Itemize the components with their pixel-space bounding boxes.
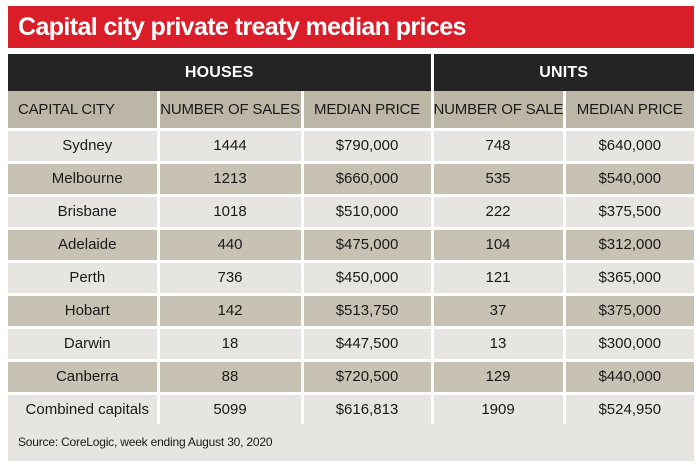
units-sales-cell: 1909	[432, 393, 566, 428]
units-sales-cell: 129	[432, 360, 566, 395]
units-sales-cell: 748	[432, 129, 566, 164]
houses-sales-cell: 88	[158, 360, 304, 395]
column-header-houses-median: MEDIAN PRICE	[302, 91, 434, 131]
units-sales-cell: 37	[432, 294, 566, 329]
houses-median-cell: $510,000	[302, 195, 434, 230]
units-sales-cell: 121	[432, 261, 566, 296]
units-median-cell: $540,000	[564, 162, 695, 197]
city-cell: Perth	[8, 261, 160, 296]
houses-median-cell: $720,500	[302, 360, 434, 395]
table-row: Sydney 1444 $790,000 748 $640,000	[8, 129, 695, 164]
table-row: Darwin 18 $447,500 13 $300,000	[8, 327, 695, 362]
units-median-cell: $440,000	[564, 360, 695, 395]
table-body: Sydney 1444 $790,000 748 $640,000 Melbourne 12…	[8, 129, 695, 428]
group-header-houses: HOUSES	[8, 54, 434, 91]
units-sales-cell: 104	[432, 228, 566, 263]
city-cell: Adelaide	[8, 228, 160, 263]
units-sales-cell: 13	[432, 327, 566, 362]
city-cell: Combined capitals	[8, 393, 160, 428]
column-group-row: HOUSES UNITS	[8, 54, 695, 91]
city-cell: Darwin	[8, 327, 160, 362]
houses-sales-cell: 440	[158, 228, 304, 263]
houses-median-cell: $660,000	[302, 162, 434, 197]
houses-median-cell: $790,000	[302, 129, 434, 164]
houses-sales-cell: 1444	[158, 129, 304, 164]
table-row: Brisbane 1018 $510,000 222 $375,500	[8, 195, 695, 230]
city-cell: Brisbane	[8, 195, 160, 230]
group-header-units: UNITS	[432, 54, 695, 91]
source-note: Source: CoreLogic, week ending August 30…	[8, 424, 694, 461]
table-title: Capital city private treaty median price…	[8, 6, 694, 48]
column-header-row: CAPITAL CITY NUMBER OF SALES MEDIAN PRIC…	[8, 91, 695, 131]
units-median-cell: $300,000	[564, 327, 695, 362]
column-header-units-median: MEDIAN PRICE	[564, 91, 695, 131]
units-median-cell: $375,500	[564, 195, 695, 230]
houses-sales-cell: 1018	[158, 195, 304, 230]
units-median-cell: $365,000	[564, 261, 695, 296]
units-median-cell: $375,000	[564, 294, 695, 329]
table-row: Hobart 142 $513,750 37 $375,000	[8, 294, 695, 329]
city-cell: Hobart	[8, 294, 160, 329]
table-row: Melbourne 1213 $660,000 535 $540,000	[8, 162, 695, 197]
houses-sales-cell: 5099	[158, 393, 304, 428]
units-sales-cell: 535	[432, 162, 566, 197]
table-row: Adelaide 440 $475,000 104 $312,000	[8, 228, 695, 263]
units-median-cell: $640,000	[564, 129, 695, 164]
median-prices-table: HOUSES UNITS CAPITAL CITY NUMBER OF SALE…	[8, 54, 695, 428]
houses-sales-cell: 1213	[158, 162, 304, 197]
houses-sales-cell: 18	[158, 327, 304, 362]
column-header-capital-city: CAPITAL CITY	[8, 91, 160, 131]
houses-median-cell: $447,500	[302, 327, 434, 362]
units-median-cell: $312,000	[564, 228, 695, 263]
houses-sales-cell: 736	[158, 261, 304, 296]
city-cell: Melbourne	[8, 162, 160, 197]
column-header-units-sales: NUMBER OF SALES	[432, 91, 566, 131]
houses-sales-cell: 142	[158, 294, 304, 329]
units-sales-cell: 222	[432, 195, 566, 230]
city-cell: Canberra	[8, 360, 160, 395]
houses-median-cell: $513,750	[302, 294, 434, 329]
units-median-cell: $524,950	[564, 393, 695, 428]
city-cell: Sydney	[8, 129, 160, 164]
houses-median-cell: $450,000	[302, 261, 434, 296]
table-row: Combined capitals 5099 $616,813 1909 $524,95…	[8, 393, 695, 428]
column-header-houses-sales: NUMBER OF SALES	[158, 91, 304, 131]
houses-median-cell: $616,813	[302, 393, 434, 428]
table-row: Canberra 88 $720,500 129 $440,000	[8, 360, 695, 395]
table-row: Perth 736 $450,000 121 $365,000	[8, 261, 695, 296]
houses-median-cell: $475,000	[302, 228, 434, 263]
